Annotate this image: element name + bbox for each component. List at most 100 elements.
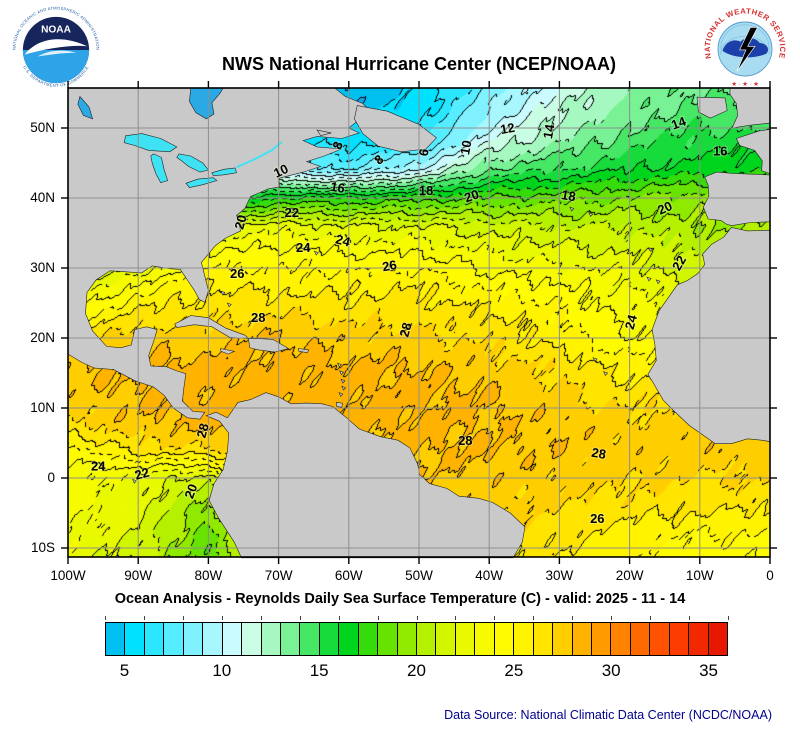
land-britain [729, 87, 771, 129]
noaa-emblem-sea [22, 50, 90, 84]
y-axis-label: 10N [30, 399, 55, 415]
y-axis-label: 50N [30, 119, 55, 135]
colorbar-cell [455, 623, 476, 655]
contour-label: 18 [560, 187, 577, 204]
colorbar-minor-tick [572, 616, 574, 620]
contour-label: 22 [133, 465, 151, 483]
contour-label: 12 [499, 120, 516, 137]
colorbar-cell [203, 623, 223, 655]
colorbar-minor-tick [377, 616, 379, 620]
colorbar-minor-tick [533, 616, 535, 620]
contour-label: 14 [540, 122, 557, 140]
colorbar-minor-tick [416, 616, 418, 620]
water-lake-erie [185, 177, 218, 188]
land-cape-verde [603, 371, 609, 376]
land-puerto-rico [297, 348, 310, 354]
contour-label: 22 [669, 253, 689, 273]
land-south-america [205, 392, 526, 559]
x-axis-label: 90W [124, 568, 153, 583]
colorbar-minor-tick [494, 616, 496, 620]
water-lake-michigan [150, 153, 169, 183]
land-antilles [337, 362, 342, 368]
land-antilles [339, 370, 345, 376]
land-antilles [341, 385, 347, 391]
land-iberia [702, 171, 771, 226]
contour-label: 28 [251, 310, 265, 325]
land-north-america [67, 87, 374, 420]
colorbar-cell [280, 623, 301, 655]
colorbar-cell [533, 623, 554, 655]
contour-label: 28 [590, 445, 607, 462]
contour-label: 6 [416, 148, 432, 158]
land-antilles [338, 392, 344, 397]
contour-label: 20 [231, 213, 249, 231]
land-bermuda [313, 250, 319, 256]
contour-label: 16 [329, 179, 346, 196]
map-caption: Ocean Analysis - Reynolds Daily Sea Surf… [114, 591, 686, 607]
x-axis-label: 0 [766, 568, 774, 583]
colorbar-minor-tick [689, 616, 691, 620]
water-james-bay [189, 87, 224, 120]
x-axis-label: 20W [615, 568, 644, 583]
x-axis-label: 80W [194, 568, 223, 583]
contour-label: 24 [296, 240, 311, 255]
contour-label: 10 [271, 161, 290, 181]
colorbar-cell [397, 623, 417, 655]
water-lake-huron [176, 153, 209, 173]
x-axis-label: 60W [334, 568, 363, 583]
contour-label: 28 [194, 422, 212, 440]
x-axis-label: 70W [264, 568, 293, 583]
land-bahamas [226, 302, 232, 308]
y-axis-label: 30N [30, 259, 55, 275]
contour-label: 20 [181, 482, 200, 501]
contour-label: 26 [590, 511, 604, 526]
water-lake-superior [123, 133, 178, 153]
noaa-wordmark: NOAA [41, 25, 71, 36]
land-canary [646, 276, 652, 282]
colorbar-label: 35 [699, 661, 718, 680]
nws-logo-graphic: NATIONAL WEATHER SERVICE ★ ∙ ★ ∙ ★ [700, 4, 790, 94]
land-ireland [696, 96, 728, 119]
contour-label: 28 [458, 433, 472, 448]
colorbar [105, 622, 728, 656]
colorbar-cell [183, 623, 204, 655]
colorbar-cell [669, 623, 690, 655]
colorbar-minor-tick [299, 616, 301, 620]
colorbar-cell [300, 623, 320, 655]
noaa-gull-icon [24, 39, 88, 55]
land-cape-verde [592, 357, 598, 362]
colorbar-label: 25 [504, 661, 524, 680]
land-madeira [648, 247, 653, 253]
y-axis-label: 20N [30, 329, 55, 345]
land-cuba [174, 315, 251, 340]
colorbar-minor-tick [182, 616, 184, 620]
x-axis-label: 30W [545, 568, 574, 583]
contour-label: 14 [669, 113, 688, 132]
contour-label: 22 [285, 205, 299, 220]
x-axis-label: 40W [475, 568, 504, 583]
colorbar-minor-tick [650, 616, 652, 620]
land-trinidad [335, 402, 343, 408]
colorbar-minor-tick [455, 616, 457, 620]
colorbar-minor-tick [260, 616, 262, 620]
colorbar-cell [222, 623, 243, 655]
colorbar-label: 30 [601, 661, 621, 680]
y-axis-label: 10S [30, 539, 55, 555]
colorbar-cell [319, 623, 340, 655]
land-jamaica [219, 348, 236, 355]
nws-lightning-icon [736, 27, 759, 72]
contour-label: 20 [462, 186, 481, 205]
land-azores [569, 206, 575, 212]
colorbar-cell [339, 623, 359, 655]
page-title: NWS National Hurricane Center (NCEP/NOAA… [221, 54, 617, 74]
data-source-text: Data Source: National Climatic Data Cent… [444, 708, 772, 722]
contour-label: 24 [622, 312, 640, 331]
nws-logo: NATIONAL WEATHER SERVICE ★ ∙ ★ ∙ ★ [700, 4, 790, 94]
colorbar-label: 10 [212, 661, 232, 680]
colorbar-minor-tick [143, 616, 145, 620]
colorbar-cell [144, 623, 165, 655]
colorbar-cell [378, 623, 398, 655]
water-st-lawrence [236, 141, 283, 169]
colorbar-cell [436, 623, 456, 655]
colorbar-cell [358, 623, 379, 655]
